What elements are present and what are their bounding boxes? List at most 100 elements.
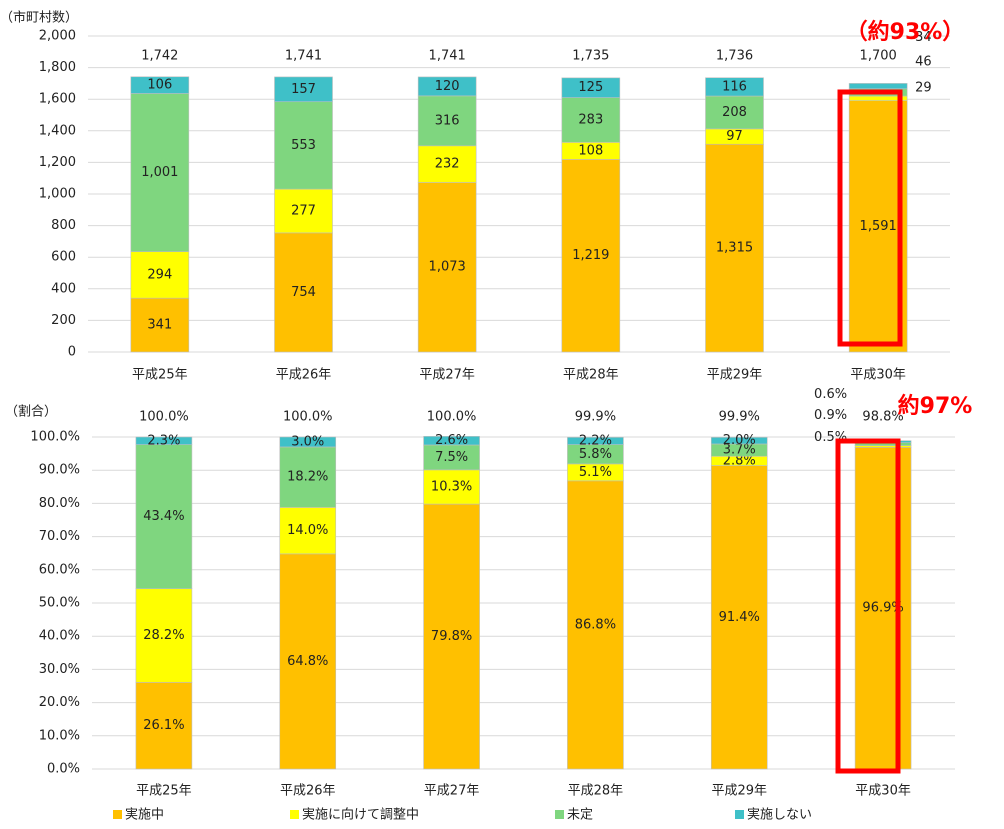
value-label: 294 bbox=[147, 267, 172, 282]
value-label: 0.9% bbox=[814, 408, 847, 423]
value-label: 64.8% bbox=[287, 654, 328, 669]
bar-segment bbox=[567, 480, 624, 770]
x-tick-label: 平成28年 bbox=[568, 784, 624, 799]
bar-segment bbox=[279, 553, 337, 770]
value-label: 7.5% bbox=[435, 450, 468, 465]
y-tick-label: 2,000 bbox=[39, 29, 76, 44]
value-label: 208 bbox=[722, 105, 747, 120]
legend-label: 未定 bbox=[567, 808, 593, 823]
y-tick-label: 60.0% bbox=[39, 562, 80, 577]
x-tick-label: 平成27年 bbox=[419, 368, 475, 383]
y-tick-label: 30.0% bbox=[39, 662, 80, 677]
value-label: 5.8% bbox=[579, 447, 612, 462]
y-tick-label: 1,600 bbox=[39, 92, 76, 107]
y-tick-label: 0.0% bbox=[47, 762, 80, 777]
bar-segment bbox=[279, 436, 337, 448]
y-tick-label: 90.0% bbox=[39, 463, 80, 478]
total-label: 1,741 bbox=[285, 49, 322, 64]
value-label: 1,591 bbox=[860, 219, 897, 234]
legend-label: 実施しない bbox=[747, 807, 812, 823]
value-label: 79.8% bbox=[431, 629, 472, 644]
y-tick-label: 10.0% bbox=[39, 728, 80, 743]
bar-segment bbox=[274, 188, 333, 234]
legend-swatch bbox=[735, 810, 744, 819]
bar-segment bbox=[274, 232, 333, 353]
value-label: 5.1% bbox=[579, 465, 612, 480]
value-label: 26.1% bbox=[143, 718, 184, 733]
bar-segment bbox=[279, 507, 337, 555]
bar-segment bbox=[130, 76, 190, 94]
total-label: 1,736 bbox=[716, 49, 753, 64]
bar-segment bbox=[423, 469, 480, 505]
annotation: 約97% bbox=[898, 393, 973, 419]
bar-segment bbox=[135, 444, 193, 590]
value-label: 96.9% bbox=[862, 601, 903, 616]
bar-segment bbox=[274, 76, 333, 103]
bar-segment bbox=[417, 76, 477, 97]
y-axis-label: （割合） bbox=[5, 404, 57, 420]
bar-segment bbox=[135, 588, 193, 683]
total-label: 1,735 bbox=[572, 49, 609, 64]
x-tick-label: 平成25年 bbox=[136, 784, 192, 799]
total-label: 98.8% bbox=[862, 410, 903, 425]
legend-label: 実施に向けて調整中 bbox=[302, 807, 419, 823]
value-label: 86.8% bbox=[575, 617, 616, 632]
value-label: 14.0% bbox=[287, 523, 328, 538]
total-label: 99.9% bbox=[575, 410, 616, 425]
legend-swatch bbox=[555, 810, 564, 819]
x-tick-label: 平成29年 bbox=[711, 784, 767, 799]
bar-segment bbox=[417, 145, 477, 183]
value-label: 28.2% bbox=[143, 628, 184, 643]
bar-segment bbox=[417, 95, 477, 147]
bar-segment bbox=[848, 83, 908, 90]
value-label: 341 bbox=[147, 318, 172, 333]
legend-label: 実施中 bbox=[125, 807, 164, 823]
value-label: 283 bbox=[578, 112, 603, 127]
value-label: 125 bbox=[578, 80, 603, 95]
value-label: 29 bbox=[915, 81, 932, 96]
total-label: 100.0% bbox=[283, 410, 333, 425]
value-label: 43.4% bbox=[143, 509, 184, 524]
x-tick-label: 平成27年 bbox=[424, 784, 480, 799]
bar-segment bbox=[135, 682, 193, 770]
y-tick-label: 1,800 bbox=[39, 60, 76, 75]
bar-segment bbox=[705, 77, 764, 97]
bar-segment bbox=[710, 465, 768, 770]
bar-segment bbox=[274, 101, 333, 190]
bar-segment bbox=[710, 437, 768, 445]
y-tick-label: 1,000 bbox=[39, 187, 76, 202]
value-label: 754 bbox=[291, 285, 316, 300]
value-label: 2.3% bbox=[147, 433, 180, 448]
y-tick-label: 600 bbox=[51, 250, 76, 265]
bar-segment bbox=[423, 503, 480, 770]
value-label: 2.2% bbox=[579, 433, 612, 448]
value-label: 10.3% bbox=[431, 479, 472, 494]
y-tick-label: 200 bbox=[51, 313, 76, 328]
bar-segment bbox=[423, 436, 480, 446]
bar-segment bbox=[417, 182, 477, 353]
x-tick-label: 平成29年 bbox=[707, 368, 763, 383]
bar-segment bbox=[130, 251, 190, 299]
bar-segment bbox=[705, 143, 764, 353]
total-label: 1,741 bbox=[429, 49, 466, 64]
x-tick-label: 平成28年 bbox=[563, 368, 619, 383]
y-tick-label: 70.0% bbox=[39, 529, 80, 544]
value-label: 277 bbox=[291, 203, 316, 218]
total-label: 100.0% bbox=[427, 410, 477, 425]
value-label: 91.4% bbox=[719, 610, 760, 625]
bar-segment bbox=[423, 444, 480, 471]
bar-segment bbox=[561, 159, 621, 353]
value-label: 553 bbox=[291, 138, 316, 153]
total-label: 1,742 bbox=[141, 49, 178, 64]
bar-segment bbox=[705, 95, 764, 130]
highlight-box bbox=[835, 438, 901, 774]
legend-swatch bbox=[113, 810, 122, 819]
bar-segment bbox=[130, 93, 190, 252]
y-tick-label: 1,400 bbox=[39, 123, 76, 138]
value-label: 316 bbox=[435, 113, 460, 128]
y-tick-label: 1,200 bbox=[39, 155, 76, 170]
total-label: 99.9% bbox=[719, 410, 760, 425]
value-label: 108 bbox=[578, 143, 603, 158]
x-tick-label: 平成25年 bbox=[132, 368, 188, 383]
